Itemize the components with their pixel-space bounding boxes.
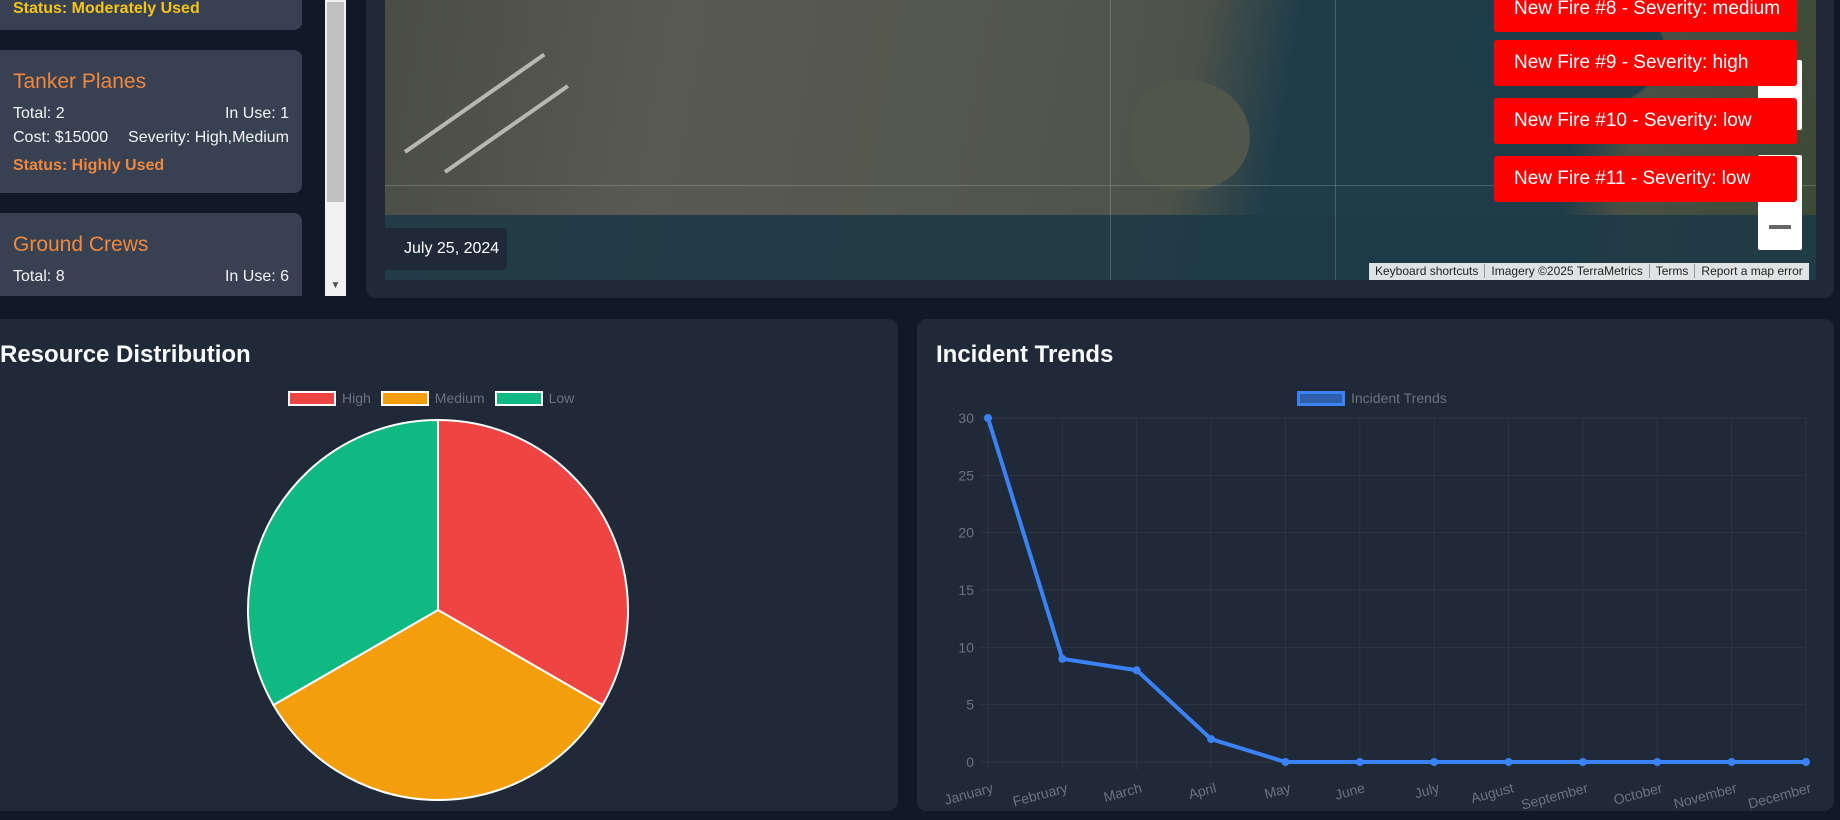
x-tick-label: October	[1612, 779, 1665, 807]
resource-name: Tanker Planes	[13, 70, 147, 93]
legend-swatch	[380, 390, 429, 406]
map-gridline	[1335, 0, 1336, 280]
data-point	[1653, 758, 1662, 766]
resource-status: Status: Highly Used	[13, 157, 165, 174]
data-point	[1504, 758, 1513, 766]
data-point	[1281, 758, 1290, 766]
x-tick-label: September	[1519, 779, 1590, 810]
y-tick-label: 25	[958, 467, 974, 483]
x-tick-label: July	[1413, 779, 1441, 801]
data-point	[1355, 758, 1364, 766]
data-point	[1578, 758, 1587, 766]
x-tick-label: April	[1187, 779, 1218, 802]
data-point	[1207, 735, 1216, 744]
x-tick-label: March	[1102, 779, 1144, 805]
map-airport-runway	[403, 52, 546, 154]
map-attribution: Keyboard shortcuts Imagery ©2025 TerraMet…	[1369, 263, 1809, 280]
legend-label: High	[342, 390, 371, 406]
x-tick-label: December	[1746, 779, 1813, 810]
legend-item-high[interactable]: High	[288, 390, 371, 406]
x-tick-label: May	[1263, 779, 1293, 801]
pie-slice-low	[247, 418, 439, 707]
resource-name: Ground Crews	[13, 233, 149, 256]
legend-label: Incident Trends	[1351, 390, 1447, 406]
incident-trends-card	[917, 319, 1834, 811]
imagery-credit: Imagery ©2025 TerraMetrics	[1484, 264, 1649, 278]
fire-alert[interactable]: New Fire #10 - Severity: low	[1494, 98, 1797, 144]
series-line-incident-trends	[986, 417, 1806, 764]
fire-alert[interactable]: New Fire #8 - Severity: medium	[1494, 0, 1797, 32]
terms-link[interactable]: Terms	[1648, 264, 1695, 278]
resource-list: Status: Moderately Used Tanker Planes To…	[0, 0, 348, 296]
resource-status: Status: Moderately Used	[13, 0, 200, 17]
chart-title: Resource Distribution	[0, 341, 251, 368]
resource-in-use: In Use: 1	[224, 105, 289, 122]
pie-slice-medium	[272, 608, 604, 801]
data-point	[1132, 666, 1141, 675]
x-tick-label: June	[1333, 779, 1367, 802]
report-map-error-link[interactable]: Report a map error	[1694, 264, 1809, 278]
data-point	[984, 414, 992, 422]
fire-alert[interactable]: New Fire #11 - Severity: low	[1494, 156, 1797, 202]
resource-cost: Cost: $15000	[13, 129, 109, 146]
legend-label: Low	[548, 390, 575, 406]
y-tick-label: 15	[958, 582, 974, 598]
map-airport-runway	[443, 84, 570, 174]
y-tick-label: 30	[958, 410, 974, 426]
chart-legend: High Medium Low	[288, 390, 574, 406]
data-point	[1430, 758, 1439, 766]
fire-alert[interactable]: New Fire #9 - Severity: high	[1494, 40, 1797, 86]
y-tick-label: 10	[958, 639, 974, 655]
chevron-down-icon[interactable]: ▼	[330, 280, 341, 291]
scrollbar-thumb[interactable]	[327, 2, 344, 202]
legend-item-low[interactable]: Low	[494, 390, 575, 406]
resource-list-scrollbar[interactable]: ▼	[325, 0, 346, 296]
data-point	[1727, 758, 1736, 766]
legend-item-incident-trends[interactable]: Incident Trends	[1297, 390, 1447, 406]
x-tick-label: November	[1672, 779, 1739, 810]
resource-total: Total: 2	[13, 105, 65, 122]
x-tick-label: January	[943, 779, 995, 807]
chart-legend: Incident Trends	[1297, 390, 1447, 406]
map-date-label: July 25, 2024	[385, 228, 507, 270]
chart-title: Incident Trends	[936, 341, 1114, 368]
incident-line-chart: 0 5 10 15 20 25 30 January February March April May…	[943, 410, 1814, 810]
map-gridline	[385, 185, 1816, 186]
resource-card-tanker-planes[interactable]: Tanker Planes Total: 2 In Use: 1 Cost: $…	[0, 50, 302, 193]
legend-swatch	[288, 390, 336, 406]
y-tick-label: 0	[966, 754, 974, 770]
pie-slice-high	[437, 418, 629, 707]
resource-card-ground-crews[interactable]: Ground Crews Total: 8 In Use: 6	[0, 213, 302, 296]
y-tick-label: 5	[966, 697, 974, 713]
legend-swatch	[1297, 390, 1345, 406]
legend-label: Medium	[434, 390, 485, 406]
legend-swatch	[494, 390, 543, 406]
map-gridline	[1110, 0, 1111, 280]
x-tick-label: February	[1011, 779, 1069, 809]
keyboard-shortcuts-link[interactable]: Keyboard shortcuts	[1375, 264, 1479, 278]
resource-card[interactable]: Status: Moderately Used	[0, 0, 302, 30]
map-island	[1130, 80, 1250, 190]
resource-severity: Severity: High,Medium	[128, 129, 289, 146]
resource-pie-chart	[247, 418, 629, 801]
resource-in-use: In Use: 6	[224, 268, 289, 285]
resource-total: Total: 8	[13, 268, 65, 285]
data-point	[1802, 758, 1810, 766]
x-tick-label: August	[1469, 779, 1515, 806]
y-tick-label: 20	[958, 525, 974, 541]
legend-item-medium[interactable]: Medium	[380, 390, 485, 406]
data-point	[1058, 654, 1067, 663]
